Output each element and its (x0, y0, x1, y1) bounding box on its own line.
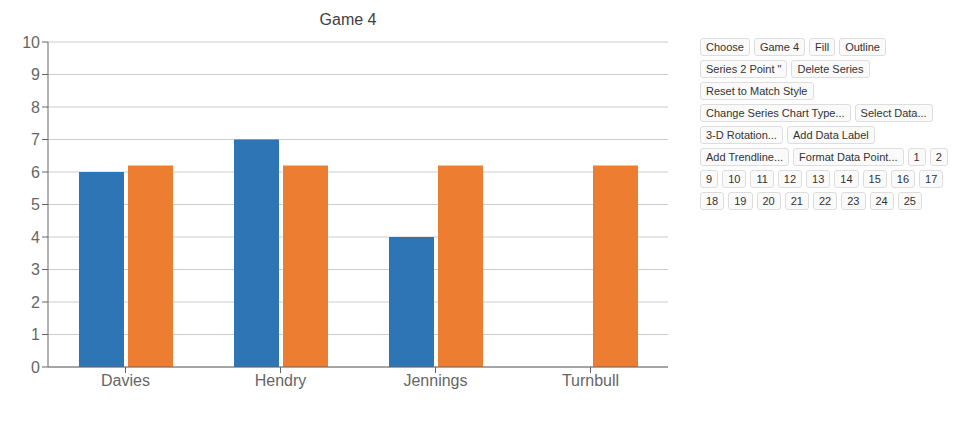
svg-text:Davies: Davies (101, 372, 150, 389)
html-text:3-D Rotation...: 3-D Rotation... (706, 129, 777, 141)
svg-text:2: 2 (31, 294, 40, 311)
html-text:Outline: Outline (845, 41, 880, 53)
svg-text:6: 6 (31, 164, 40, 181)
html-text:18: 18 (706, 195, 719, 207)
html-text:15: 15 (868, 173, 881, 185)
html-text:10: 10 (728, 173, 741, 185)
html-text:Format Data Point...: Format Data Point... (799, 151, 898, 163)
html-text:Game 4: Game 4 (759, 41, 800, 53)
html-text:1: 1 (913, 151, 920, 163)
html-text:Delete Series: Delete Series (797, 63, 864, 75)
svg-text:10: 10 (22, 34, 40, 51)
svg-text:0: 0 (31, 359, 40, 376)
html-text:Choose: Choose (706, 41, 744, 53)
html-text:Series 2 Point ": Series 2 Point " (706, 63, 782, 75)
html-text:Add Trendline...: Add Trendline... (706, 151, 784, 163)
svg-text:1: 1 (31, 326, 40, 343)
html-text:13: 13 (812, 173, 825, 185)
html-text:24: 24 (875, 195, 888, 207)
html-text:17: 17 (925, 173, 938, 185)
html-text:23: 23 (847, 195, 860, 207)
svg-text:5: 5 (31, 196, 40, 213)
html-text:12: 12 (783, 173, 796, 185)
svg-text:4: 4 (31, 229, 40, 246)
html-text:22: 22 (819, 195, 832, 207)
html-text:2: 2 (935, 151, 942, 163)
html-text:16: 16 (896, 173, 909, 185)
svg-text:Jennings: Jennings (403, 372, 467, 389)
html-text:21: 21 (790, 195, 803, 207)
html-text:Game 4: Game 4 (319, 11, 377, 28)
svg-text:7: 7 (31, 131, 40, 148)
html-text:Fill: Fill (815, 41, 830, 53)
html-text:Add Data Label: Add Data Label (792, 129, 869, 141)
svg-text:Hendry: Hendry (255, 372, 307, 389)
svg-text:9: 9 (31, 66, 40, 83)
html-text:11: 11 (756, 173, 768, 185)
html-text:Reset to Match Style: Reset to Match Style (706, 85, 808, 97)
html-text:19: 19 (734, 195, 747, 207)
html-text:9: 9 (706, 173, 713, 185)
html-text:25: 25 (903, 195, 916, 207)
html-text:Change Series Chart Type...: Change Series Chart Type... (706, 107, 845, 119)
svg-text:3: 3 (31, 261, 40, 278)
html-text:20: 20 (762, 195, 775, 207)
svg-text:8: 8 (31, 99, 40, 116)
html-text:14: 14 (840, 173, 853, 185)
svg-text:Turnbull: Turnbull (562, 372, 619, 389)
html-text:Select Data...: Select Data... (860, 107, 927, 119)
